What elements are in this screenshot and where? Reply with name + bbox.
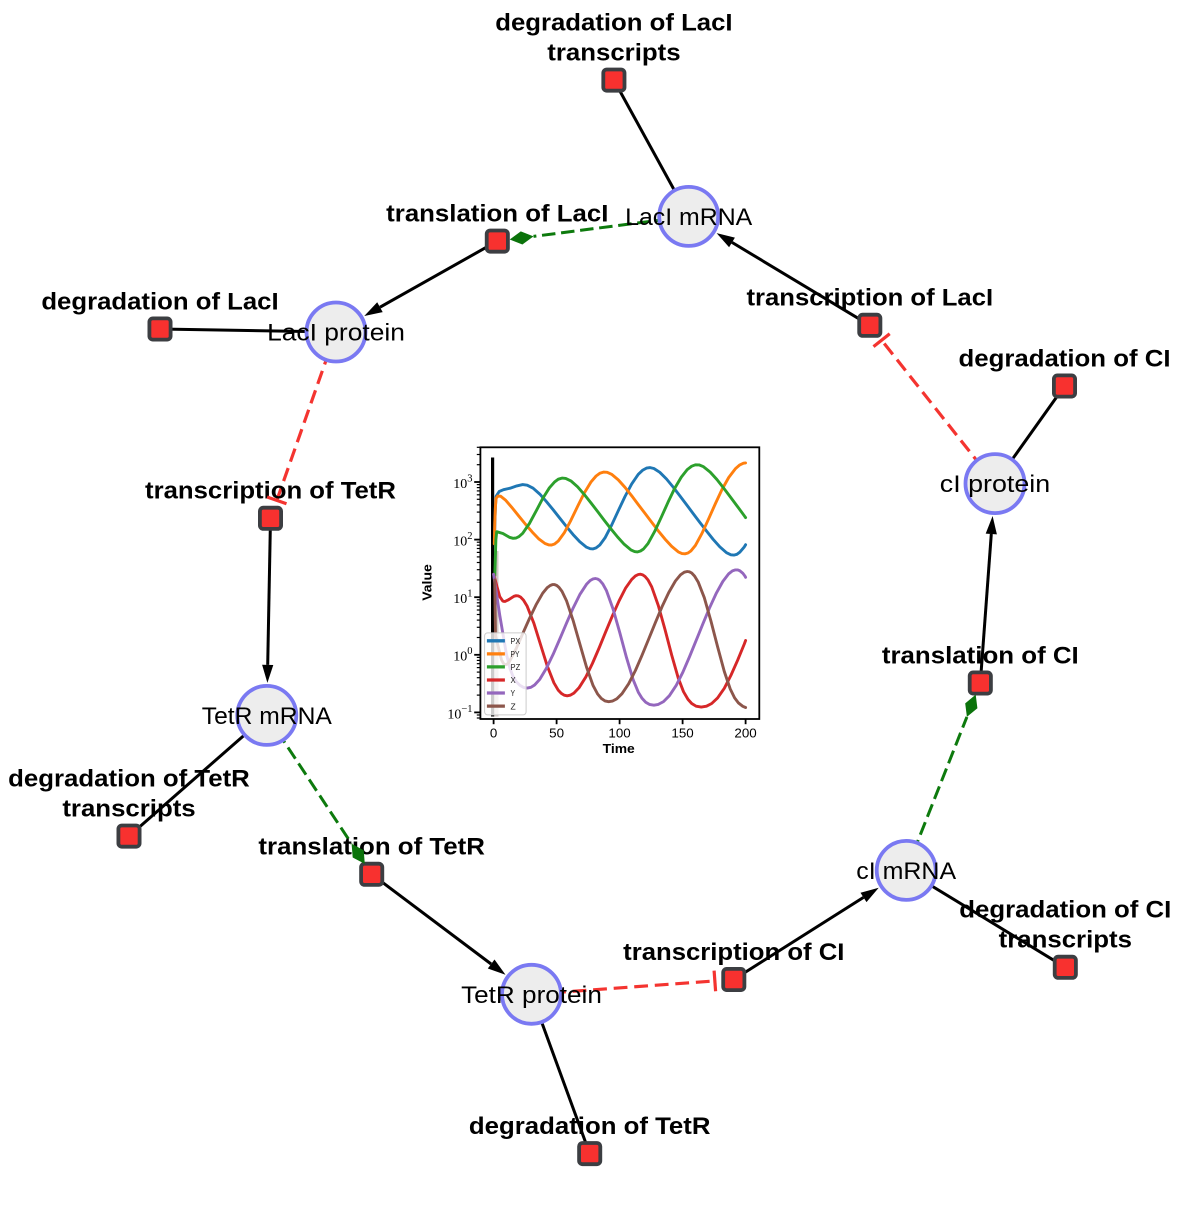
svg-text:transcripts: transcripts (547, 40, 680, 67)
svg-text:X: X (511, 675, 517, 685)
svg-text:200: 200 (734, 725, 756, 740)
svg-text:transcripts: transcripts (999, 927, 1132, 954)
svg-text:Y: Y (511, 688, 516, 698)
svg-text:Time: Time (603, 741, 635, 756)
svg-text:transcripts: transcripts (62, 796, 195, 823)
svg-text:degradation of TetR: degradation of TetR (8, 766, 250, 793)
svg-text:0: 0 (490, 725, 497, 740)
svg-text:translation of CI: translation of CI (882, 642, 1079, 669)
svg-text:degradation of LacI: degradation of LacI (41, 288, 278, 315)
svg-text:cI protein: cI protein (940, 471, 1050, 498)
svg-text:150: 150 (671, 725, 693, 740)
svg-text:degradation of TetR: degradation of TetR (469, 1113, 711, 1140)
svg-text:Z: Z (511, 701, 516, 711)
svg-text:PY: PY (511, 649, 520, 659)
svg-text:LacI mRNA: LacI mRNA (625, 204, 752, 231)
svg-text:transcription of LacI: transcription of LacI (747, 285, 994, 312)
svg-text:cI mRNA: cI mRNA (856, 858, 956, 885)
svg-text:TetR protein: TetR protein (461, 982, 602, 1009)
svg-text:transcription of CI: transcription of CI (623, 939, 844, 966)
svg-text:LacI protein: LacI protein (267, 320, 405, 347)
svg-text:translation of TetR: translation of TetR (258, 834, 485, 861)
svg-text:transcription of TetR: transcription of TetR (145, 478, 396, 505)
svg-text:degradation of LacI: degradation of LacI (495, 10, 732, 37)
svg-text:Value: Value (419, 564, 434, 601)
svg-text:degradation of CI: degradation of CI (959, 897, 1171, 924)
svg-text:100: 100 (608, 725, 630, 740)
svg-text:degradation of CI: degradation of CI (959, 345, 1171, 372)
svg-text:PX: PX (511, 636, 521, 646)
svg-text:translation of LacI: translation of LacI (386, 201, 608, 228)
svg-text:50: 50 (549, 725, 564, 740)
svg-text:PZ: PZ (511, 662, 521, 672)
svg-text:TetR mRNA: TetR mRNA (202, 703, 332, 730)
